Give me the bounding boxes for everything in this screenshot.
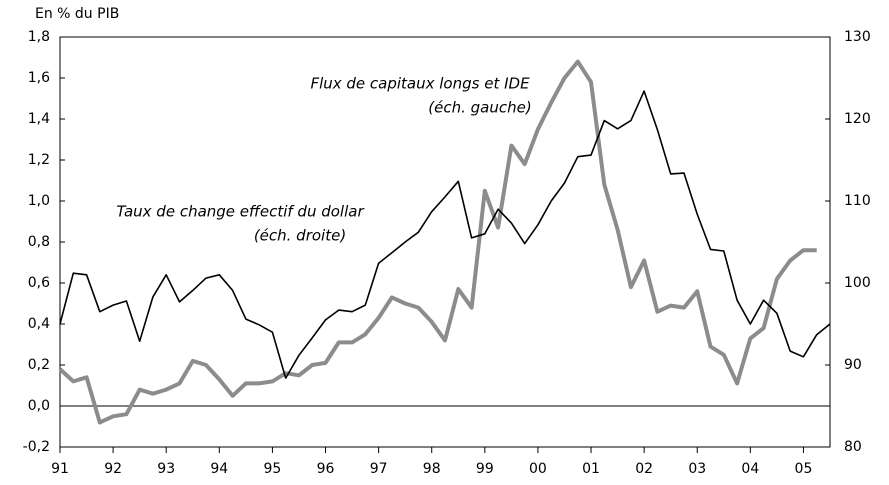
y-tick-label: 0,4	[28, 316, 50, 332]
annotation: (éch. droite)	[254, 227, 346, 245]
y-tick-label: 0,2	[28, 357, 50, 373]
x-tick-label: 01	[582, 461, 600, 477]
y-tick-label: 1,8	[28, 29, 50, 45]
x-tick-label: 04	[741, 461, 759, 477]
x-tick-label: 02	[635, 461, 653, 477]
y-tick-label: 0,6	[28, 275, 50, 291]
unit-label: En % du PIB	[35, 6, 119, 22]
x-tick-label: 91	[51, 461, 69, 477]
x-tick-label: 05	[795, 461, 813, 477]
y-tick-label: -0,2	[23, 439, 50, 455]
x-tick-label: 96	[317, 461, 335, 477]
annotation: Taux de change effectif du dollar	[116, 203, 364, 221]
x-tick-label: 94	[210, 461, 228, 477]
annotation: (éch. gauche)	[428, 99, 531, 117]
y2-tick-label: 130	[844, 29, 871, 45]
y2-tick-label: 120	[844, 111, 871, 127]
y-tick-label: 1,0	[28, 193, 50, 209]
y-tick-label: 0,0	[28, 398, 50, 414]
x-tick-label: 97	[370, 461, 388, 477]
y2-tick-label: 100	[844, 275, 871, 291]
y-tick-label: 1,6	[28, 70, 50, 86]
y-tick-label: 1,2	[28, 152, 50, 168]
x-tick-label: 00	[529, 461, 547, 477]
series-line	[58, 59, 817, 425]
annotation: Flux de capitaux longs et IDE	[310, 75, 530, 93]
y2-tick-label: 110	[844, 193, 871, 209]
x-tick-label: 95	[263, 461, 281, 477]
y-tick-label: 0,8	[28, 234, 50, 250]
x-tick-label: 98	[423, 461, 441, 477]
x-tick-label: 99	[476, 461, 494, 477]
x-tick-label: 92	[104, 461, 122, 477]
y2-tick-label: 80	[844, 439, 862, 455]
x-tick-label: 03	[688, 461, 706, 477]
series-line	[59, 90, 831, 379]
y2-tick-label: 90	[844, 357, 862, 373]
x-tick-label: 93	[157, 461, 175, 477]
y-tick-label: 1,4	[28, 111, 50, 127]
